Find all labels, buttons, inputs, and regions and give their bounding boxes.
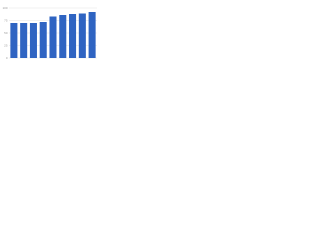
bar [10,23,18,58]
bar [29,23,37,58]
y-tick-label: 100 [2,6,7,10]
bar [59,15,67,58]
y-tick-label: 75 [4,18,8,22]
bar [69,14,77,58]
y-tick-label: 0 [6,56,8,60]
bar [39,22,47,58]
y-tick-label: 50 [4,31,8,35]
y-tick-label: 25 [4,43,8,47]
bar [88,12,96,58]
chart: 0 25 50 75 100 [2,6,97,60]
bar [78,13,86,58]
bar [49,16,57,58]
bar [20,23,28,58]
page: {"chart_data": {"type": "bar", "categori… [0,0,100,71]
